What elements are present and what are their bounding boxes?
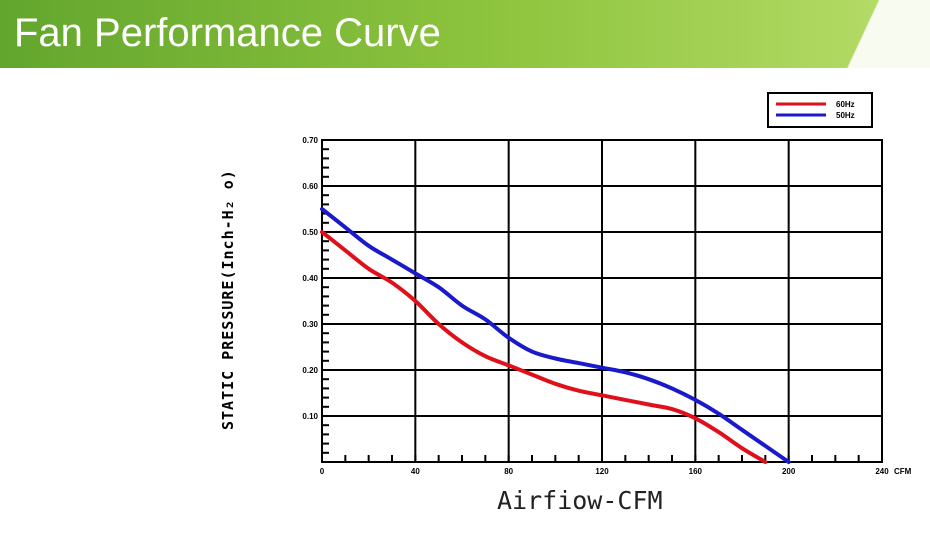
x-unit-label: CFM [894, 467, 912, 476]
y-tick-label: 0.40 [302, 274, 318, 283]
y-tick-label: 0.70 [302, 136, 318, 145]
y-axis-label: STATIC PRESSURE(Inch-H₂ o) [219, 169, 237, 430]
y-tick-label: 0.30 [302, 320, 318, 329]
x-tick-label: 200 [782, 467, 796, 476]
y-tick-label: 0.20 [302, 366, 318, 375]
banner-decoration [810, 0, 930, 68]
x-tick-label: 120 [595, 467, 609, 476]
legend-box [767, 92, 873, 128]
series-line-60hz [320, 230, 768, 464]
y-tick-label: 0.50 [302, 228, 318, 237]
header-banner: Fan Performance Curve [0, 0, 930, 68]
series-line-50hz [320, 207, 791, 464]
legend-label-50hz: 50Hz [836, 111, 855, 120]
y-tick-label: 0.10 [302, 412, 318, 421]
legend-label-60hz: 60Hz [836, 100, 855, 109]
x-tick-label: 80 [504, 467, 513, 476]
x-axis-label: Airfiow-CFM [497, 486, 663, 515]
page-title: Fan Performance Curve [14, 11, 441, 55]
x-tick-label: 240 [875, 467, 889, 476]
x-tick-label: 40 [411, 467, 420, 476]
x-tick-label: 0 [320, 467, 325, 476]
x-tick-label: 160 [689, 467, 703, 476]
y-tick-label: 0.60 [302, 182, 318, 191]
